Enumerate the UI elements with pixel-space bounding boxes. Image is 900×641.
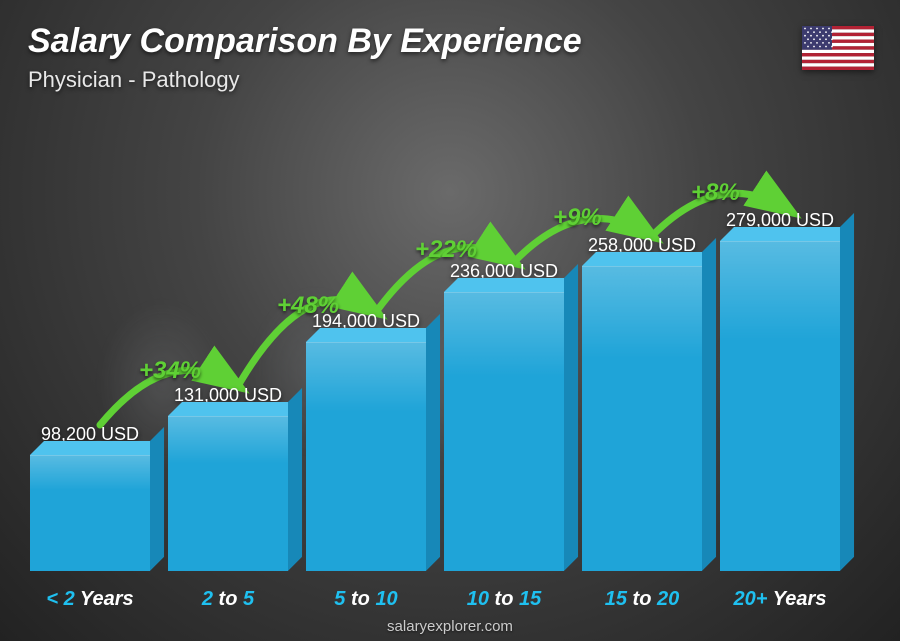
bar-shape (30, 455, 150, 571)
bar: 279,000 USD (720, 210, 840, 571)
flag-icon (802, 26, 874, 70)
x-axis-label: < 2 Years (30, 588, 150, 611)
header: Salary Comparison By Experience Physicia… (28, 22, 810, 93)
bar-shape (582, 266, 702, 571)
percent-increase-label: +8% (691, 179, 740, 207)
bar-chart: 98,200 USD131,000 USD194,000 USD236,000 … (30, 130, 840, 571)
bar: 236,000 USD (444, 261, 564, 571)
x-axis-label: 2 to 5 (168, 588, 288, 611)
bar-shape (720, 241, 840, 571)
percent-increase-label: +48% (277, 292, 339, 320)
bar: 131,000 USD (168, 385, 288, 571)
x-axis: < 2 Years 2 to 5 5 to 10 10 to 15 15 to 20 20… (30, 588, 840, 611)
x-axis-label: 15 to 20 (582, 588, 702, 611)
percent-increase-label: +22% (415, 236, 477, 264)
bar: 258,000 USD (582, 235, 702, 571)
bar-shape (168, 416, 288, 571)
bar: 98,200 USD (30, 424, 150, 571)
chart-subtitle: Physician - Pathology (28, 67, 810, 93)
percent-increase-label: +9% (553, 204, 602, 232)
x-axis-label: 10 to 15 (444, 588, 564, 611)
footer-attribution: salaryexplorer.com (0, 618, 900, 635)
x-axis-label: 5 to 10 (306, 588, 426, 611)
x-axis-label: 20+ Years (720, 588, 840, 611)
bar: 194,000 USD (306, 311, 426, 571)
chart-title: Salary Comparison By Experience (28, 22, 810, 61)
bar-shape (444, 292, 564, 571)
percent-increase-label: +34% (139, 357, 201, 385)
bar-shape (306, 342, 426, 571)
